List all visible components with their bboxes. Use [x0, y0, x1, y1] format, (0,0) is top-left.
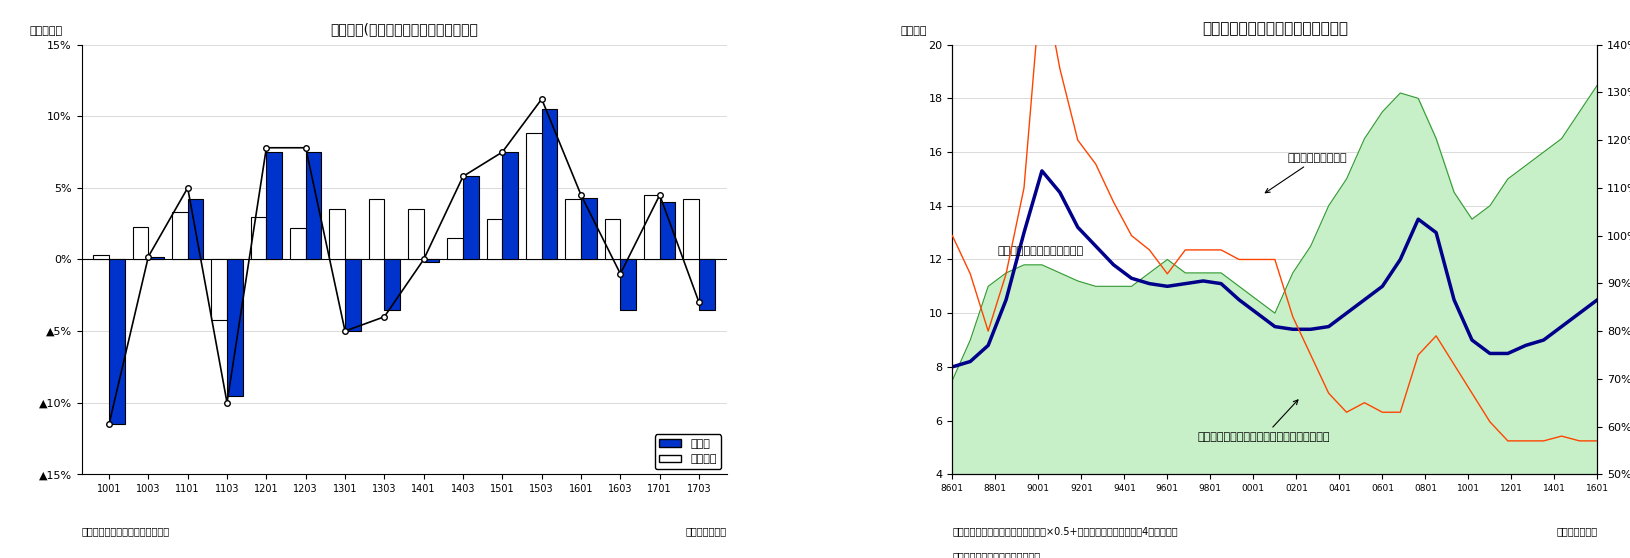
Text: （注）キャッシュフロー＝経常利益×0.5+減価償却費。数値は全て4四半期平均: （注）キャッシュフロー＝経常利益×0.5+減価償却費。数値は全て4四半期平均	[952, 526, 1178, 536]
Text: （資料）財務省「法人企業統計」: （資料）財務省「法人企業統計」	[82, 526, 170, 536]
Bar	[148, 257, 165, 259]
Text: 設備投資／キャッシュフロー比率（右目盛）: 設備投資／キャッシュフロー比率（右目盛）	[1198, 400, 1330, 442]
Bar	[109, 259, 126, 424]
Bar	[132, 227, 148, 259]
Bar	[329, 209, 346, 259]
Title: 設備投資とキャッシュフローの関係: 設備投資とキャッシュフローの関係	[1201, 22, 1348, 36]
Text: 設備投資（左目盛）: 設備投資（左目盛）	[1265, 153, 1348, 193]
Bar	[699, 259, 716, 310]
Bar	[173, 212, 187, 259]
Text: （前年比）: （前年比）	[29, 26, 64, 36]
Bar	[93, 255, 109, 259]
Bar	[346, 259, 360, 331]
Bar	[266, 152, 282, 259]
Bar	[408, 209, 424, 259]
Bar	[463, 176, 479, 259]
Bar	[683, 199, 699, 259]
Bar	[566, 199, 580, 259]
Bar	[644, 195, 660, 259]
Bar	[621, 259, 636, 310]
Bar	[227, 259, 243, 396]
Bar	[290, 228, 306, 259]
Bar	[424, 259, 440, 262]
Text: （兆円）: （兆円）	[901, 26, 927, 36]
Bar	[526, 133, 541, 259]
Bar	[580, 198, 597, 259]
Bar	[487, 219, 502, 259]
Text: （年・四半期）: （年・四半期）	[1557, 526, 1597, 536]
Title: 設備投資(ｿﾌﾄｳｪｱを含む）の推移: 設備投資(ｿﾌﾄｳｪｱを含む）の推移	[331, 22, 478, 36]
Bar	[541, 109, 557, 259]
Bar	[502, 152, 518, 259]
Bar	[385, 259, 399, 310]
Text: （資料）財務省「法人企業統計」: （資料）財務省「法人企業統計」	[952, 552, 1040, 558]
Bar	[660, 202, 675, 259]
Bar	[306, 152, 321, 259]
Bar	[212, 259, 227, 320]
Text: （年・四半期）: （年・四半期）	[686, 526, 727, 536]
Bar	[187, 199, 204, 259]
Bar	[605, 219, 621, 259]
Bar	[251, 217, 266, 259]
Legend: 製造業, 非製造業: 製造業, 非製造業	[655, 434, 720, 469]
Bar	[368, 199, 385, 259]
Bar	[447, 238, 463, 259]
Text: キャッシュフロー（左目盛）: キャッシュフロー（左目盛）	[998, 246, 1084, 256]
